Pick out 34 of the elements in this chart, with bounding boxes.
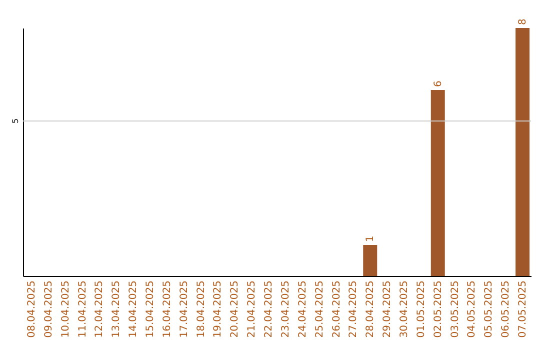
x-tick-label: 29.04.2025 (382, 280, 394, 338)
x-tick-label: 22.04.2025 (264, 280, 275, 338)
x-tick-label: 04.05.2025 (466, 280, 478, 338)
x-tick-label: 27.04.2025 (348, 280, 360, 338)
x-tick-label: 01.05.2025 (416, 280, 427, 338)
x-tick-label: 16.04.2025 (162, 280, 173, 338)
x-tick-label: 18.04.2025 (196, 280, 207, 338)
x-tick-label: 12.04.2025 (94, 280, 106, 338)
x-tick-label: 26.04.2025 (331, 280, 342, 338)
x-tick-label: 09.04.2025 (43, 280, 54, 338)
x-tick-label: 13.04.2025 (111, 280, 122, 338)
x-tick-label: 06.05.2025 (500, 280, 512, 338)
x-tick-label: 19.04.2025 (212, 280, 224, 338)
x-tick-label: 24.04.2025 (297, 280, 308, 338)
x-tick-label: 15.04.2025 (145, 280, 156, 338)
x-tick-label: 17.04.2025 (178, 280, 190, 338)
x-tick-label: 05.05.2025 (484, 280, 495, 338)
x-tick-label: 02.05.2025 (432, 280, 444, 338)
x-tick-label: 14.04.2025 (128, 280, 140, 338)
ref-line-label: 5 (11, 118, 20, 124)
x-tick-label: 23.04.2025 (280, 280, 292, 338)
data-label: 8 (518, 18, 529, 25)
x-tick-label: 08.04.2025 (26, 280, 38, 338)
x-tick-label: 21.04.2025 (246, 280, 258, 338)
x-tick-label: 30.04.2025 (399, 280, 410, 338)
data-label: 1 (365, 236, 376, 242)
x-tick-label: 25.04.2025 (314, 280, 326, 338)
x-tick-label: 28.04.2025 (365, 280, 376, 338)
x-tick-label: 11.04.2025 (77, 280, 88, 338)
data-label: 6 (432, 80, 444, 87)
x-tick-label: 20.04.2025 (230, 280, 241, 338)
x-tick-label: 10.04.2025 (60, 280, 72, 338)
x-tick-label: 03.05.2025 (450, 280, 461, 338)
x-tick-label: 07.05.2025 (518, 280, 529, 338)
